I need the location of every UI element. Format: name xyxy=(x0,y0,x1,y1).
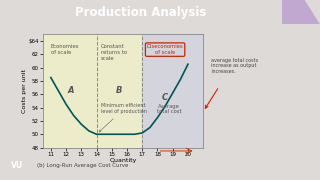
Text: (b) Long-Run Average Cost Curve: (b) Long-Run Average Cost Curve xyxy=(37,163,128,168)
Text: Economies
of scale: Economies of scale xyxy=(51,44,79,55)
Polygon shape xyxy=(282,0,320,24)
Text: Minimum efficient
level of production: Minimum efficient level of production xyxy=(99,103,147,132)
Text: A: A xyxy=(68,86,74,95)
Bar xyxy=(43,34,97,148)
Text: C: C xyxy=(162,93,168,102)
Text: Constant
returns to
scale: Constant returns to scale xyxy=(101,44,127,61)
Text: VU: VU xyxy=(11,161,23,170)
Bar xyxy=(142,34,203,148)
Bar xyxy=(97,34,142,148)
Text: average total costs
increase as output
increases.: average total costs increase as output i… xyxy=(211,58,258,74)
Text: Average
total cost: Average total cost xyxy=(157,103,182,114)
Text: Diseconomies
of scale: Diseconomies of scale xyxy=(147,44,183,55)
X-axis label: Quantity: Quantity xyxy=(109,158,137,163)
Text: B: B xyxy=(116,86,123,95)
Y-axis label: Costs per unit: Costs per unit xyxy=(22,69,27,113)
Text: Production Analysis: Production Analysis xyxy=(75,6,206,19)
